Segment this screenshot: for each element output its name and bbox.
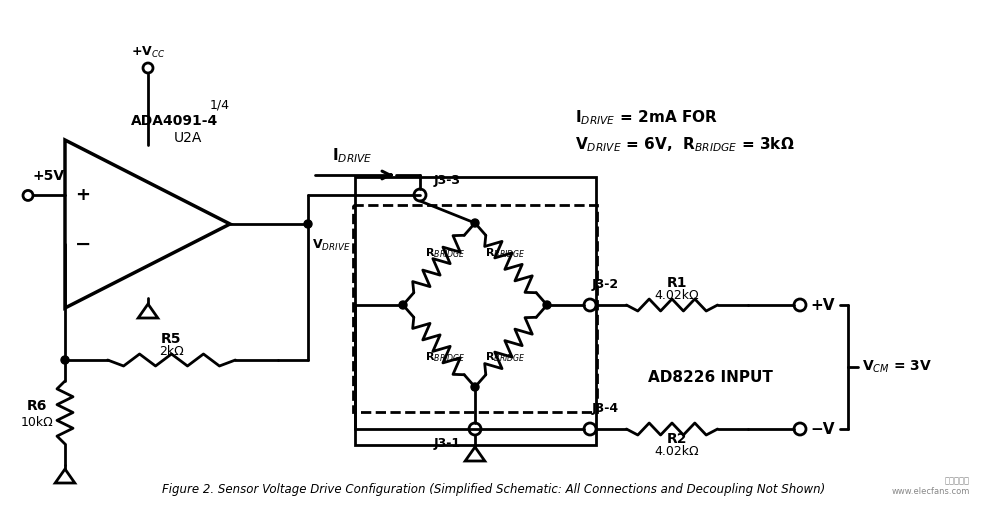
Text: R1: R1 [667, 276, 687, 290]
Text: 2kΩ: 2kΩ [159, 345, 184, 358]
Circle shape [471, 383, 479, 391]
Bar [353, 205, 597, 412]
Text: U2A: U2A [174, 131, 202, 145]
Text: J3-1: J3-1 [434, 437, 461, 450]
Text: R$_{BRIDGE}$: R$_{BRIDGE}$ [424, 246, 465, 260]
Text: +5V: +5V [32, 169, 64, 183]
Text: 4.02kΩ: 4.02kΩ [655, 445, 699, 458]
Text: R$_{BRIDGE}$: R$_{BRIDGE}$ [485, 350, 525, 364]
Bar [355, 177, 596, 445]
Text: V$_{CM}$ = 3V: V$_{CM}$ = 3V [862, 359, 932, 375]
Text: J3-3: J3-3 [434, 174, 461, 187]
Text: +V$_{CC}$: +V$_{CC}$ [131, 45, 165, 60]
Text: −: − [75, 234, 91, 253]
Text: +: + [75, 186, 91, 204]
Text: R$_{BRIDGE}$: R$_{BRIDGE}$ [424, 350, 465, 364]
Circle shape [61, 356, 69, 364]
Text: V$_{DRIVE}$: V$_{DRIVE}$ [312, 238, 351, 253]
Text: I$_{DRIVE}$: I$_{DRIVE}$ [332, 146, 373, 165]
Text: R2: R2 [667, 432, 687, 446]
Circle shape [471, 219, 479, 227]
Text: −V: −V [810, 421, 835, 437]
Text: V$_{DRIVE}$ = 6V,  R$_{BRIDGE}$ = 3kΩ: V$_{DRIVE}$ = 6V, R$_{BRIDGE}$ = 3kΩ [575, 136, 794, 154]
Circle shape [304, 220, 312, 228]
Text: J3-2: J3-2 [592, 278, 619, 291]
Text: 1/4: 1/4 [210, 98, 230, 112]
Text: 4.02kΩ: 4.02kΩ [655, 289, 699, 302]
Text: +V: +V [810, 297, 835, 312]
Circle shape [543, 301, 551, 309]
Text: 电子发烧友
www.elecfans.com: 电子发烧友 www.elecfans.com [892, 477, 970, 496]
Text: I$_{DRIVE}$ = 2mA FOR: I$_{DRIVE}$ = 2mA FOR [575, 109, 718, 127]
Text: R6: R6 [27, 399, 47, 414]
Text: R$_{BRIDGE}$: R$_{BRIDGE}$ [485, 246, 525, 260]
Text: Figure 2. Sensor Voltage Drive Configuration (Simplified Schematic: All Connecti: Figure 2. Sensor Voltage Drive Configura… [162, 483, 826, 496]
Text: 10kΩ: 10kΩ [21, 416, 53, 429]
Text: J3-4: J3-4 [592, 402, 619, 415]
Text: AD8226 INPUT: AD8226 INPUT [648, 370, 772, 385]
Text: R5: R5 [161, 332, 182, 346]
Text: ADA4091-4: ADA4091-4 [132, 114, 219, 128]
Circle shape [399, 301, 407, 309]
